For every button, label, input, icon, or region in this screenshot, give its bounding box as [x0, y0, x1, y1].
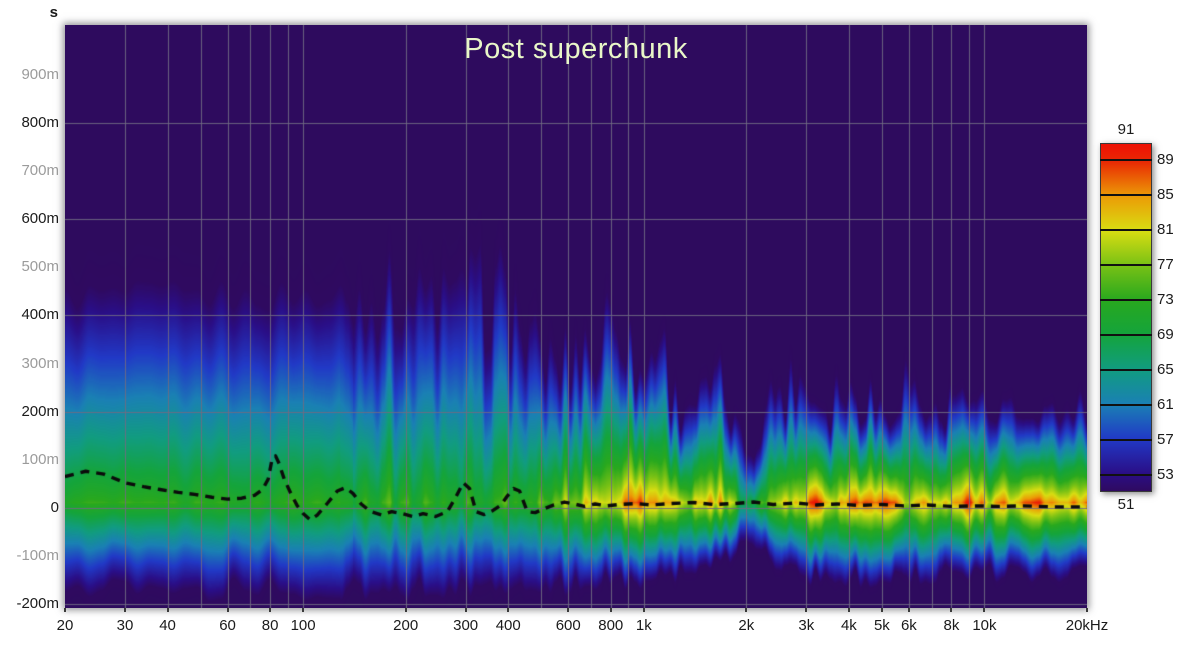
x-tick-mark	[226, 608, 229, 612]
legend-tick-label: 85	[1157, 186, 1174, 204]
x-tick-mark	[64, 608, 66, 612]
spectrogram-canvas	[65, 25, 1087, 608]
legend-separator	[1100, 368, 1152, 371]
x-tick-mark	[880, 608, 883, 612]
x-tick-label: 20kHz	[1065, 617, 1109, 634]
x-tick-label: 80	[261, 617, 279, 634]
legend-tick-label: 69	[1157, 325, 1174, 343]
legend-tick-label: 81	[1157, 221, 1174, 239]
x-tick-mark	[166, 608, 169, 612]
x-tick-label: 1k	[635, 617, 652, 634]
x-tick-label: 5k	[873, 617, 890, 634]
y-tick-label: 300m	[21, 354, 59, 372]
y-tick-label: 0	[50, 498, 59, 516]
x-tick-mark	[847, 608, 850, 612]
legend-tick-label: 65	[1157, 360, 1174, 378]
x-tick-mark	[302, 608, 305, 612]
x-tick-label: 8k	[943, 617, 960, 634]
legend-tick-label: 53	[1157, 465, 1174, 483]
legend-separator	[1100, 159, 1152, 162]
plot-area	[65, 25, 1087, 608]
x-tick-label: 800	[598, 617, 624, 634]
legend-color-bar	[1100, 143, 1152, 492]
x-tick-label: 100	[290, 617, 316, 634]
x-tick-label: 4k	[840, 617, 857, 634]
legend-separator	[1100, 473, 1152, 476]
legend-separator	[1100, 438, 1152, 441]
x-tick-label: 20	[56, 617, 74, 634]
x-tick-mark	[642, 608, 645, 612]
legend-tick-label: 89	[1157, 151, 1174, 169]
x-tick-mark	[745, 608, 748, 612]
y-tick-label: 400m	[21, 306, 59, 324]
y-tick-label: -200m	[16, 595, 59, 612]
y-tick-label: 600m	[21, 210, 59, 228]
x-tick-mark	[404, 608, 407, 612]
y-tick-label: 500m	[21, 258, 59, 276]
y-axis-unit-label: s	[49, 4, 58, 21]
x-tick-label: 10k	[972, 617, 997, 634]
x-tick-mark	[464, 608, 467, 612]
x-tick-label: 3k	[798, 617, 815, 634]
legend-tick-label: 77	[1157, 256, 1174, 274]
legend-separator	[1100, 194, 1152, 197]
legend-max-label: 91	[1117, 121, 1135, 138]
x-tick-mark	[507, 608, 510, 612]
x-tick-mark	[269, 608, 272, 612]
y-tick-label: 100m	[21, 450, 59, 468]
x-tick-mark	[609, 608, 612, 612]
y-tick-label: -100m	[16, 546, 59, 564]
x-tick-mark	[123, 608, 126, 612]
x-tick-mark	[567, 608, 570, 612]
x-tick-label: 40	[159, 617, 176, 634]
x-tick-label: 200	[393, 617, 419, 634]
x-tick-label: 400	[495, 617, 521, 634]
legend-min-label: 51	[1117, 496, 1135, 513]
y-tick-label: 900m	[21, 66, 59, 83]
x-tick-mark	[805, 608, 808, 612]
x-tick-label: 60	[219, 617, 236, 634]
x-tick-label: 300	[453, 617, 479, 634]
x-tick-mark	[907, 608, 910, 612]
legend-separator	[1100, 229, 1152, 232]
x-tick-mark	[983, 608, 986, 612]
legend-tick-label: 61	[1157, 395, 1174, 413]
legend-separator	[1100, 333, 1152, 336]
x-tick-mark	[1086, 608, 1088, 612]
x-tick-mark	[950, 608, 953, 612]
y-tick-label: 700m	[21, 162, 59, 180]
y-tick-label: 800m	[21, 114, 59, 132]
legend-tick-label: 73	[1157, 291, 1174, 309]
y-tick-label: 200m	[21, 402, 59, 420]
x-tick-label: 30	[116, 617, 134, 634]
x-tick-label: 6k	[900, 617, 917, 634]
x-tick-label: 600	[555, 617, 581, 634]
legend-separator	[1100, 403, 1152, 406]
legend-tick-label: 57	[1157, 430, 1174, 448]
x-tick-label: 2k	[738, 617, 755, 634]
legend-separator	[1100, 299, 1152, 302]
legend-separator	[1100, 264, 1152, 267]
